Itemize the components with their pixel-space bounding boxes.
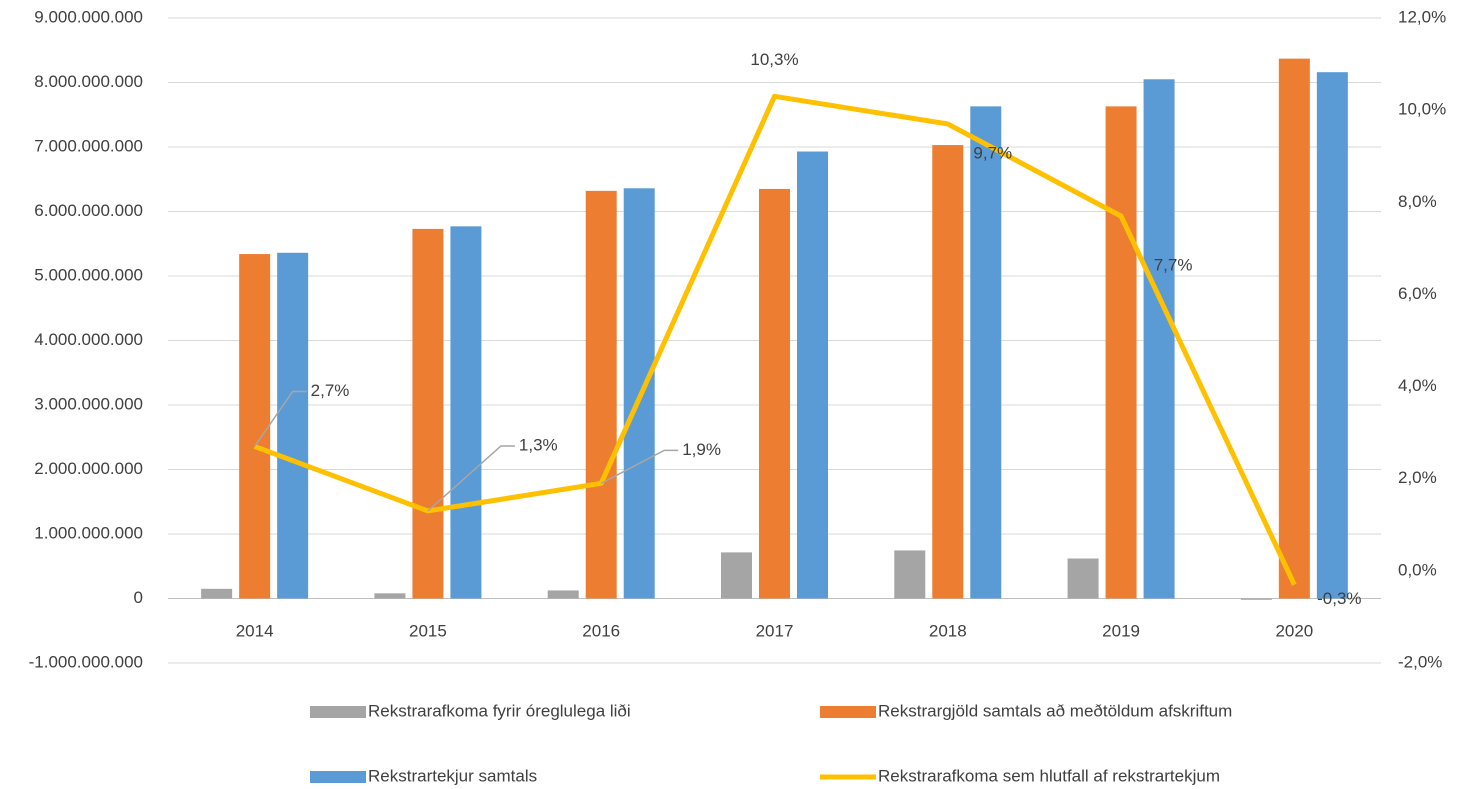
- bar: [1316, 72, 1348, 599]
- leader-line: [600, 449, 679, 484]
- y-tick-label: 5.000.000.000: [34, 265, 143, 284]
- bar: [450, 226, 482, 599]
- legend-swatch: [310, 771, 366, 783]
- x-tick-label: 2020: [1275, 621, 1313, 640]
- legend-label: Rekstrargjöld samtals að meðtöldum afskr…: [878, 701, 1232, 720]
- leader-line: [427, 445, 515, 512]
- bar: [374, 593, 406, 599]
- data-label: 7,7%: [1154, 256, 1193, 275]
- data-label: 1,3%: [519, 435, 558, 454]
- legend-label: Rekstrarafkoma sem hlutfall af rekstrart…: [878, 766, 1220, 785]
- y-tick-label: 2.000.000.000: [34, 459, 143, 478]
- y-tick-label: 1.000.000.000: [34, 523, 143, 542]
- data-label: 1,9%: [682, 440, 721, 459]
- data-label: 10,3%: [750, 50, 798, 69]
- data-label: -0,3%: [1317, 589, 1361, 608]
- y-tick-label: 6.000.000.000: [34, 201, 143, 220]
- bar: [585, 190, 617, 599]
- legend-swatch: [820, 706, 876, 718]
- bar: [970, 106, 1002, 599]
- bar: [1240, 598, 1272, 600]
- bar: [721, 552, 752, 599]
- bar: [1105, 106, 1137, 599]
- y-tick-label: 3.000.000.000: [34, 394, 143, 413]
- y-tick-label: 8.000.000.000: [34, 72, 143, 91]
- bar: [201, 588, 233, 599]
- bar: [759, 188, 790, 599]
- y2-tick-label: 12,0%: [1398, 7, 1446, 26]
- bar: [547, 590, 579, 599]
- y2-tick-label: 6,0%: [1398, 284, 1437, 303]
- y2-tick-label: 2,0%: [1398, 468, 1437, 487]
- legend-swatch: [310, 706, 366, 718]
- legend-label: Rekstrarafkoma fyrir óreglulega liði: [368, 701, 631, 720]
- y-tick-label: 4.000.000.000: [34, 330, 143, 349]
- y2-tick-label: -2,0%: [1398, 652, 1442, 671]
- x-tick-label: 2016: [582, 621, 620, 640]
- bar: [239, 254, 271, 599]
- legend-label: Rekstrartekjur samtals: [368, 766, 537, 785]
- y-tick-label: -1.000.000.000: [29, 652, 143, 671]
- x-tick-label: 2017: [756, 621, 794, 640]
- x-tick-label: 2014: [236, 621, 274, 640]
- y2-tick-label: 0,0%: [1398, 560, 1437, 579]
- bar: [1143, 79, 1175, 599]
- y2-tick-label: 10,0%: [1398, 100, 1446, 119]
- bar: [412, 228, 444, 599]
- bar: [277, 252, 309, 599]
- y2-tick-label: 4,0%: [1398, 376, 1437, 395]
- data-label: 2,7%: [311, 381, 350, 400]
- data-label: 9,7%: [973, 143, 1012, 162]
- bar: [1278, 58, 1310, 599]
- y2-tick-label: 8,0%: [1398, 192, 1437, 211]
- bar: [894, 550, 926, 599]
- bar: [1067, 558, 1099, 599]
- x-tick-label: 2019: [1102, 621, 1140, 640]
- x-tick-label: 2018: [929, 621, 967, 640]
- y-tick-label: 0: [134, 588, 143, 607]
- bar: [932, 145, 964, 599]
- y-tick-label: 7.000.000.000: [34, 136, 143, 155]
- y-tick-label: 9.000.000.000: [34, 7, 143, 26]
- bar: [797, 151, 828, 599]
- x-tick-label: 2015: [409, 621, 447, 640]
- leader-line: [254, 390, 307, 447]
